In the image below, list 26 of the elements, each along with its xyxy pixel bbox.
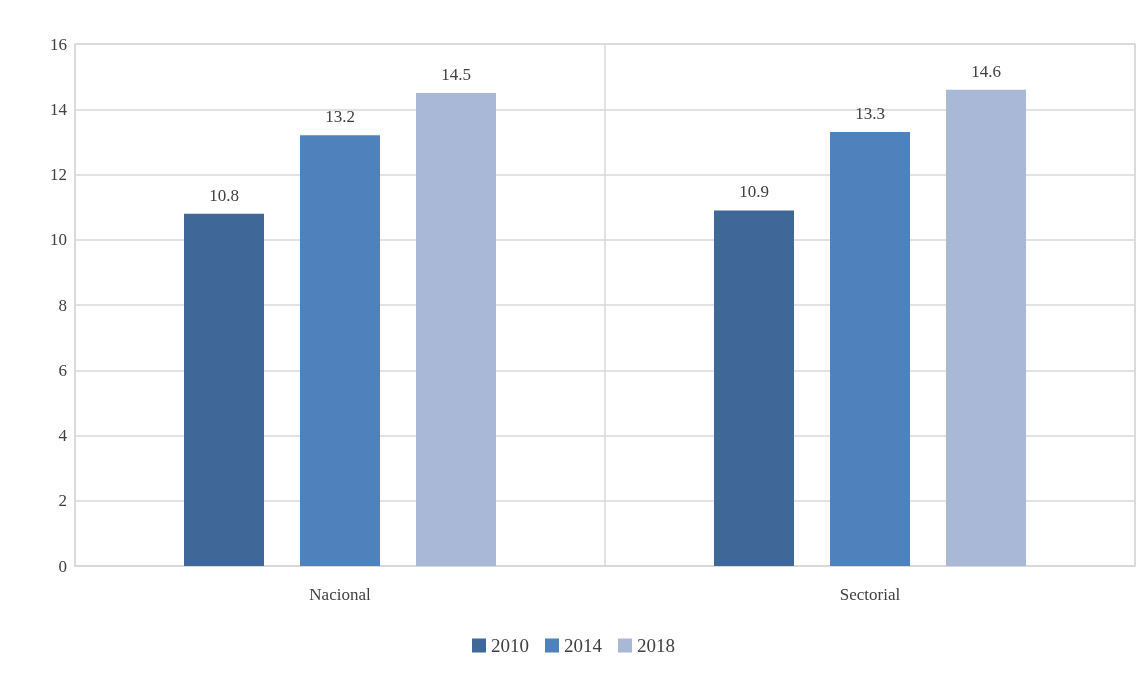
bar — [830, 132, 910, 566]
data-label: 10.8 — [209, 185, 239, 205]
bar — [300, 135, 380, 566]
y-tick-label: 4 — [58, 426, 68, 445]
legend-label: 2010 — [491, 635, 529, 656]
data-label: 14.6 — [971, 61, 1001, 81]
data-label: 14.5 — [441, 64, 471, 84]
bar — [184, 213, 264, 566]
bar — [416, 92, 496, 566]
y-tick-label: 2 — [58, 491, 67, 511]
x-tick-label: Sectorial — [839, 585, 901, 604]
legend-label: 2014 — [564, 635, 603, 656]
data-label: 13.3 — [855, 104, 885, 124]
x-tick-label: Nacional — [309, 585, 371, 604]
bar — [946, 89, 1026, 566]
y-tick-label: 6 — [58, 360, 67, 380]
legend-label: 2018 — [637, 635, 675, 656]
y-tick-label: 12 — [50, 165, 67, 184]
data-label: 10.9 — [739, 182, 769, 202]
y-tick-label: 10 — [50, 230, 67, 250]
bar — [714, 210, 794, 566]
y-tick-label: 16 — [50, 34, 67, 54]
y-tick-label: 0 — [58, 556, 67, 576]
y-tick-label: 14 — [50, 99, 68, 119]
y-tick-label: 8 — [58, 295, 67, 315]
data-label: 13.2 — [325, 107, 355, 127]
